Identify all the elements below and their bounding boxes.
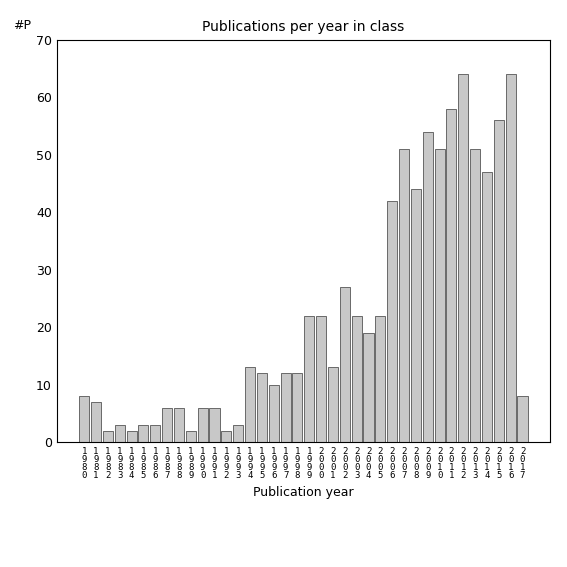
Bar xyxy=(91,402,101,442)
Bar xyxy=(221,431,231,442)
Bar xyxy=(423,132,433,442)
Bar xyxy=(162,408,172,442)
Bar xyxy=(458,74,468,442)
Bar xyxy=(79,396,89,442)
Bar xyxy=(518,396,527,442)
Bar xyxy=(245,367,255,442)
Bar xyxy=(293,373,302,442)
Bar xyxy=(198,408,208,442)
Bar xyxy=(482,172,492,442)
Bar xyxy=(138,425,149,442)
Bar xyxy=(352,316,362,442)
Bar xyxy=(328,367,338,442)
Bar xyxy=(375,316,386,442)
Bar xyxy=(281,373,291,442)
X-axis label: Publication year: Publication year xyxy=(253,485,354,498)
Bar xyxy=(209,408,219,442)
Bar xyxy=(233,425,243,442)
Bar xyxy=(340,287,350,442)
Bar xyxy=(304,316,314,442)
Title: Publications per year in class: Publications per year in class xyxy=(202,20,404,35)
Bar xyxy=(257,373,267,442)
Bar xyxy=(470,149,480,442)
Bar xyxy=(316,316,326,442)
Bar xyxy=(434,149,445,442)
Bar xyxy=(115,425,125,442)
Bar xyxy=(506,74,516,442)
Y-axis label: #P: #P xyxy=(13,19,31,32)
Bar xyxy=(399,149,409,442)
Bar xyxy=(126,431,137,442)
Bar xyxy=(363,333,374,442)
Bar xyxy=(494,120,504,442)
Bar xyxy=(103,431,113,442)
Bar xyxy=(387,201,397,442)
Bar xyxy=(150,425,160,442)
Bar xyxy=(186,431,196,442)
Bar xyxy=(411,189,421,442)
Bar xyxy=(446,109,456,442)
Bar xyxy=(269,385,279,442)
Bar xyxy=(174,408,184,442)
